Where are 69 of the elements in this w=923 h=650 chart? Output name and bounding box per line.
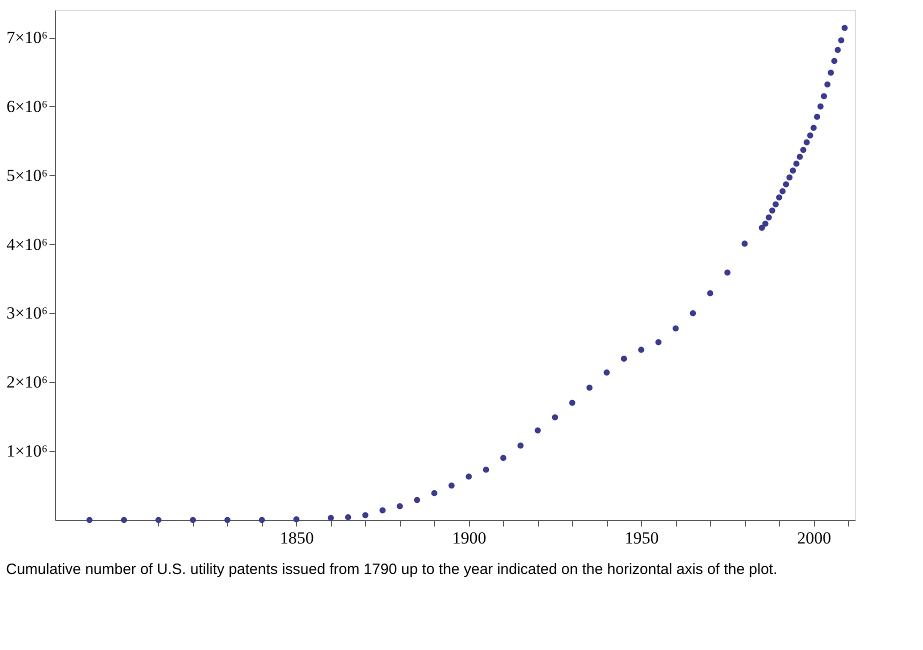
text: Cumulative number of U.S. utility patents issued from 1790 up to the year indicated on the horizontal axis of the plot. (6, 561, 778, 578)
point (380, 507, 386, 514)
point (396, 503, 403, 510)
point (842, 24, 848, 31)
point (772, 201, 779, 208)
point (293, 516, 300, 522)
y-tick-label: 6×10⁶ (6, 96, 48, 116)
point (569, 400, 576, 406)
point (86, 516, 93, 524)
point (828, 70, 834, 76)
y-tick-label: 5×10⁶ (6, 166, 48, 185)
point (817, 103, 824, 110)
point (782, 181, 790, 188)
x-tick-label: 1900 (452, 528, 486, 548)
point (362, 512, 368, 518)
point (769, 207, 776, 214)
point (638, 346, 644, 353)
point (224, 516, 230, 524)
point (810, 124, 817, 131)
point (672, 325, 679, 332)
point (534, 427, 541, 434)
point (804, 139, 810, 146)
point (707, 290, 714, 296)
point (834, 46, 841, 54)
x-tick-label: 2000 (797, 528, 832, 548)
point (824, 81, 830, 88)
point (786, 174, 793, 181)
point (814, 114, 820, 120)
point (190, 516, 196, 524)
point (414, 496, 420, 504)
y-tick-label: 2×10⁶ (6, 372, 48, 392)
point (724, 270, 730, 276)
y-tick-label: 1×10⁶ (6, 442, 48, 461)
point (120, 516, 128, 524)
y-tick-label: 3×10⁶ (6, 304, 48, 323)
point (620, 356, 628, 362)
point (780, 188, 786, 194)
point (690, 310, 696, 316)
y-tick-label: 7×10⁶ (6, 28, 48, 48)
point (448, 482, 455, 489)
point (431, 490, 438, 496)
point (517, 442, 524, 449)
point (466, 474, 472, 480)
point (742, 240, 748, 247)
point (586, 384, 593, 391)
point (766, 214, 772, 221)
point (762, 220, 768, 227)
point (482, 466, 490, 473)
point (258, 516, 265, 524)
x-tick-label: 1850 (280, 528, 314, 548)
point (838, 37, 844, 44)
point (796, 154, 803, 160)
point (758, 224, 765, 231)
point (831, 58, 838, 64)
point (604, 369, 610, 376)
point (155, 516, 162, 524)
y-tick-label: 4×10⁶ (6, 234, 48, 254)
x-tick-label: 1950 (624, 528, 659, 548)
point (552, 414, 558, 420)
point (790, 168, 796, 174)
point (776, 194, 782, 201)
point (345, 514, 352, 520)
point (793, 160, 800, 167)
point (800, 146, 806, 153)
point (655, 339, 662, 346)
point (328, 514, 334, 522)
point (807, 132, 814, 139)
point (820, 93, 828, 100)
point (500, 454, 506, 462)
